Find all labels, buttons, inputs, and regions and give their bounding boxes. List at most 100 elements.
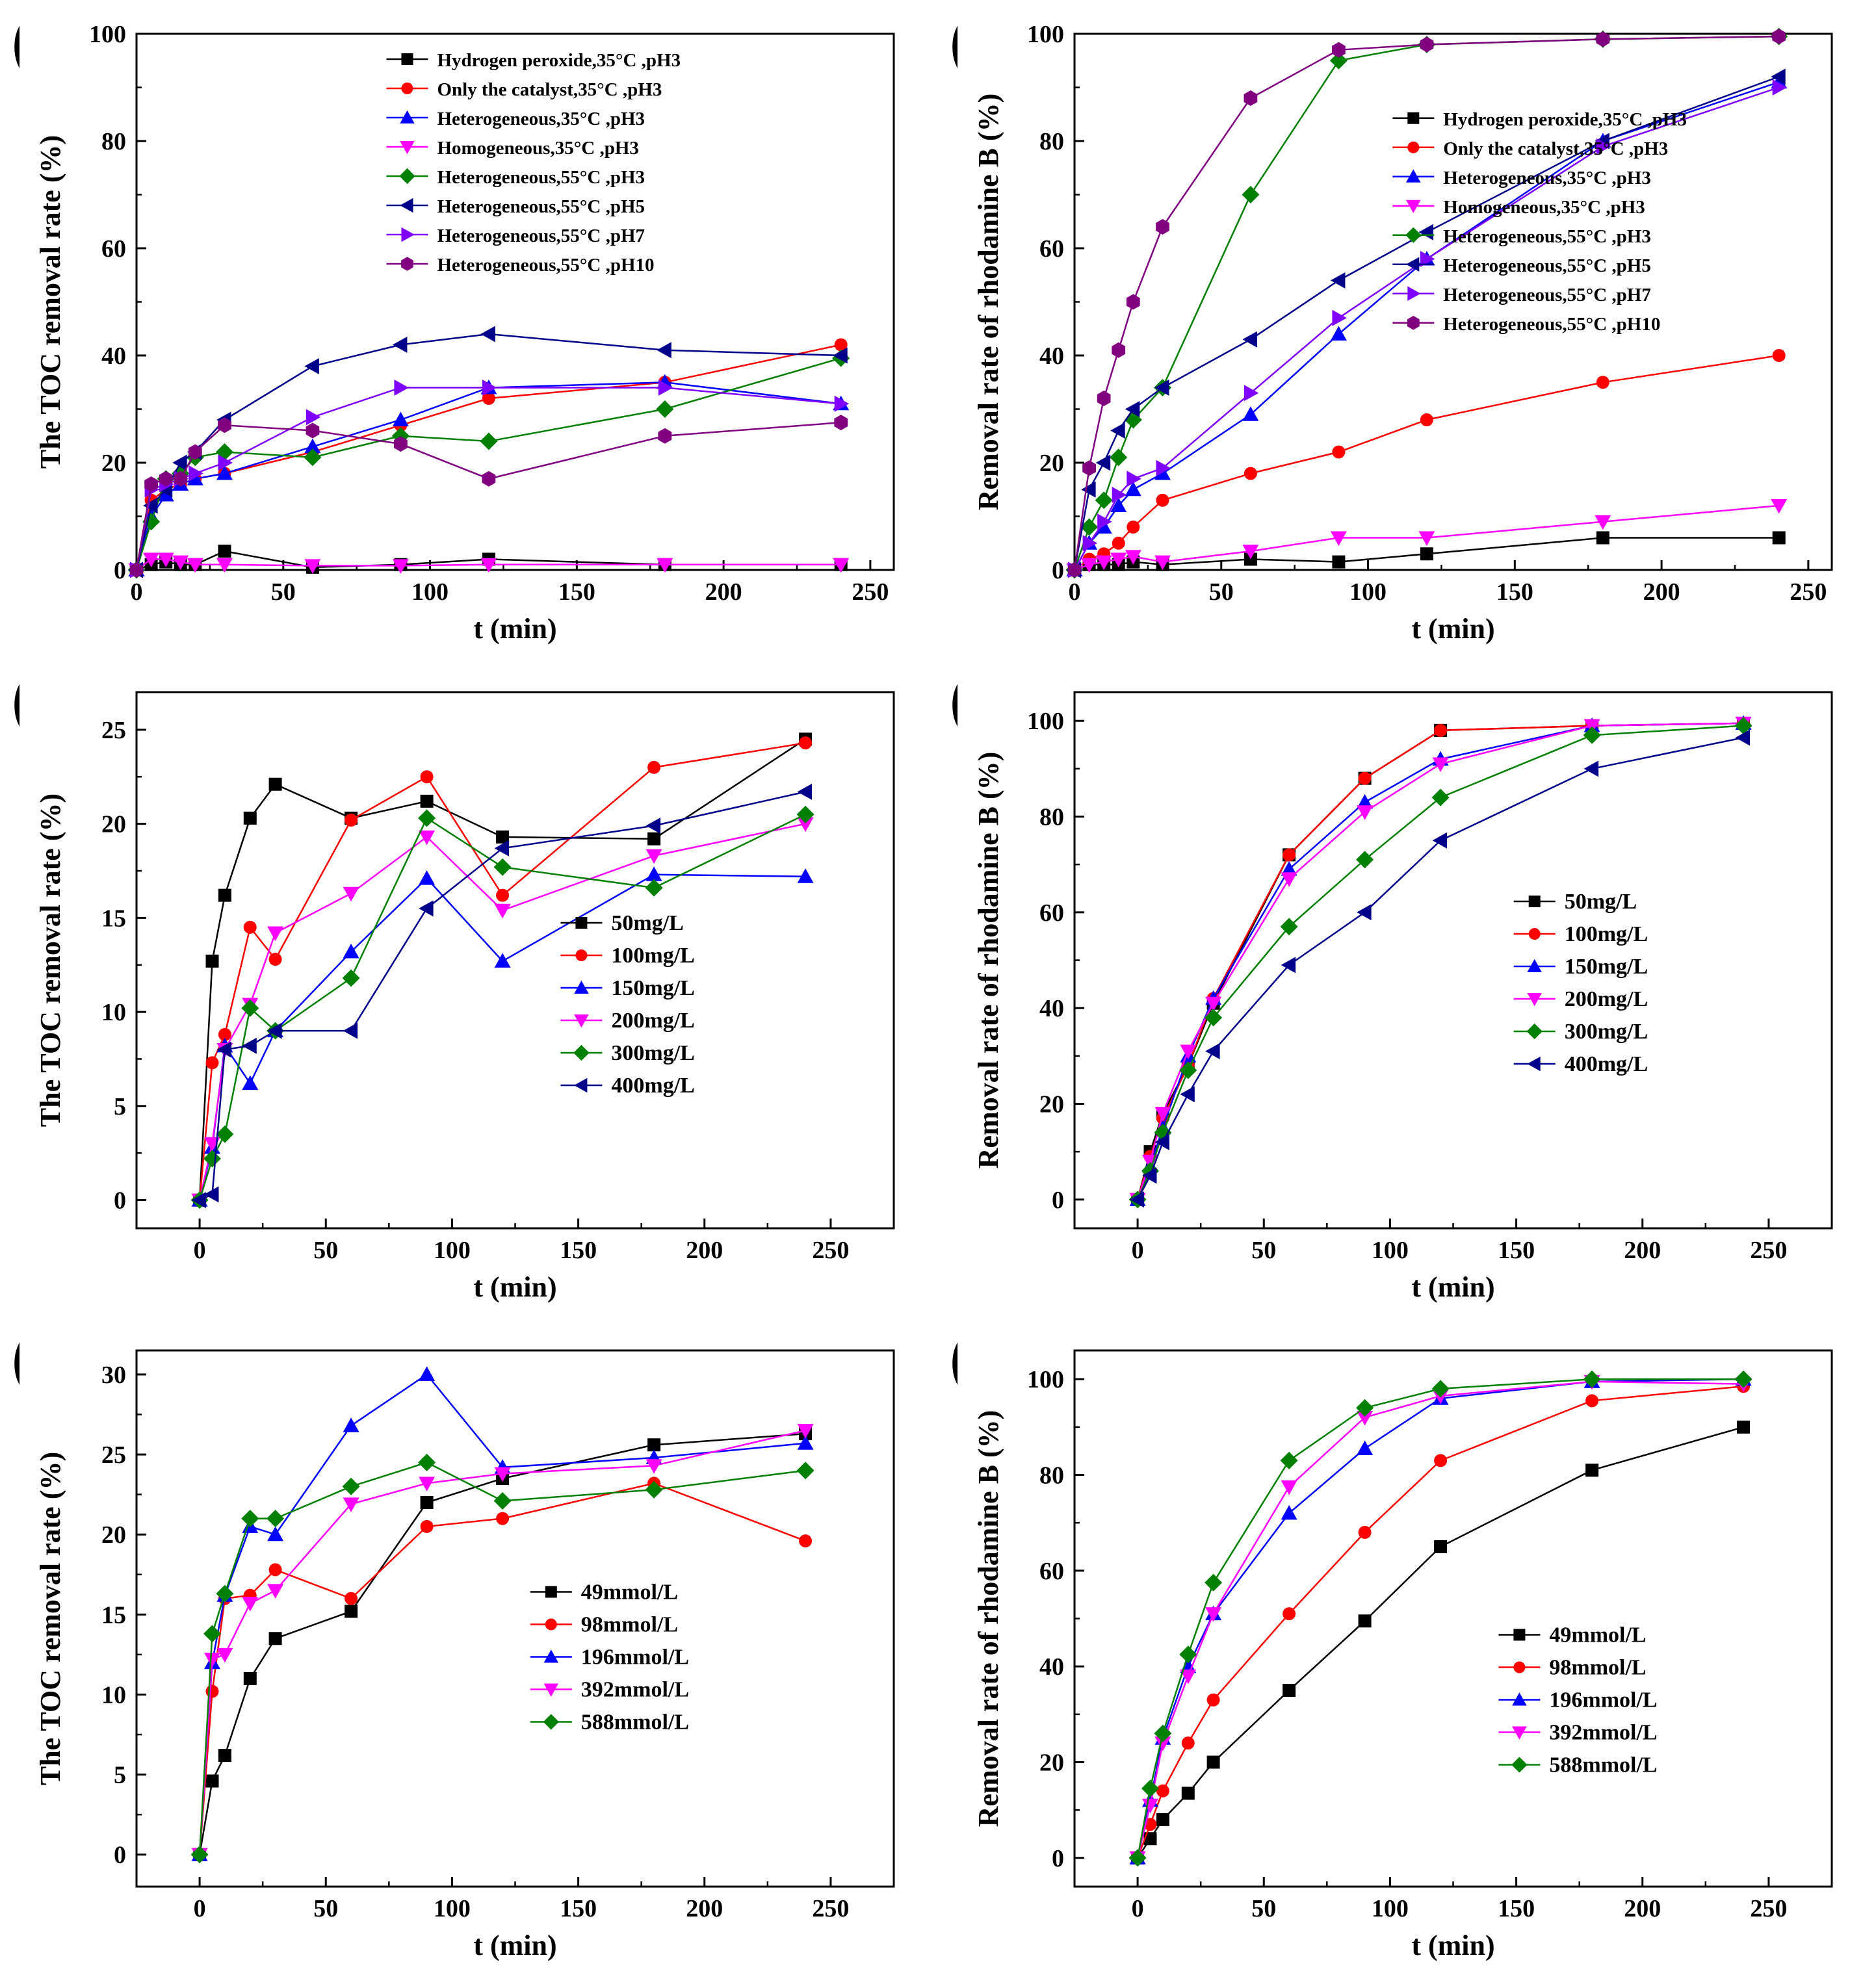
series-line [1136, 736, 1744, 1200]
y-tick-label: 80 [101, 128, 126, 155]
x-tick-label: 150 [1496, 578, 1533, 606]
plot-frame [1073, 691, 1833, 1230]
x-tick-label: 100 [1349, 578, 1387, 606]
y-tick-label: 40 [1039, 995, 1064, 1022]
x-tick-label: 150 [560, 1895, 597, 1922]
legend-label: 50mg/L [1565, 890, 1637, 914]
legend-label: Heterogeneous,55°C ,pH3 [1443, 226, 1651, 247]
x-tick-label: 50 [313, 1237, 338, 1264]
y-axis-label: The TOC removal rate (%) [34, 1452, 66, 1785]
panel-a: (a) 0 50 100 150 200 250 0 20 40 60 80 100 t (min) Th… [0, 0, 938, 658]
legend-label: 98mmol/L [581, 1613, 678, 1637]
series-line [198, 738, 806, 1200]
legend-label: Homogeneous,35°C ,pH3 [1443, 197, 1645, 218]
x-tick-label: 0 [1132, 1237, 1144, 1264]
x-tick-label: 250 [1750, 1237, 1787, 1264]
series-line [1136, 1380, 1744, 1859]
x-tick-label: 250 [852, 578, 889, 606]
series-line [198, 1373, 806, 1855]
legend-label: 200mg/L [611, 1009, 694, 1033]
legend-label: Homogeneous,35°C ,pH3 [437, 138, 638, 159]
y-tick-label: 15 [101, 905, 126, 932]
series-line [1136, 725, 1744, 1200]
y-tick-label: 60 [1039, 899, 1064, 927]
x-tick-label: 150 [1498, 1895, 1535, 1922]
legend-label: Only the catalyst,35°C ,pH3 [437, 79, 662, 100]
legend-label: 200mg/L [1565, 987, 1648, 1011]
series-line [1137, 1426, 1744, 1859]
legend-label: 49mmol/L [1549, 1623, 1646, 1647]
y-tick-label: 60 [1039, 235, 1064, 263]
legend-label: 400mg/L [611, 1074, 694, 1098]
y-tick-label: 80 [1039, 128, 1064, 155]
y-tick-label: 0 [114, 1842, 126, 1869]
y-axis-label: Removal rate of rhodamine B (%) [972, 1410, 1004, 1827]
y-axis-label: Removal rate of rhodamine B (%) [972, 94, 1004, 511]
legend-label: Heterogeneous,55°C ,pH10 [1443, 314, 1660, 335]
legend-label: Heterogeneous,55°C ,pH10 [437, 255, 654, 276]
y-tick-label: 80 [1039, 1462, 1064, 1490]
y-tick-label: 15 [101, 1601, 126, 1629]
x-tick-label: 50 [1251, 1237, 1276, 1264]
series-heterogeneous-55-c-ph10 [129, 415, 848, 578]
panel-d: (d) 0 50 100 150 200 250 0 20 40 60 80 100 t (min) Re… [938, 658, 1876, 1317]
y-tick-label: 30 [101, 1362, 126, 1389]
legend-label: 50mg/L [611, 911, 683, 935]
legend-label: 196mmol/L [581, 1646, 689, 1670]
x-tick-label: 250 [1750, 1895, 1787, 1922]
x-tick-label: 50 [271, 578, 296, 606]
series-line [198, 823, 806, 1200]
x-tick-label: 100 [411, 578, 449, 606]
y-tick-label: 100 [89, 21, 126, 48]
series-line [198, 1462, 806, 1855]
x-tick-label: 150 [558, 578, 595, 606]
x-tick-label: 200 [705, 578, 742, 606]
chart-c-canvas: 0 50 100 150 200 250 0 5 10 15 20 25 t (min) The TOC … [20, 673, 930, 1313]
legend-label: 588mmol/L [1549, 1753, 1657, 1777]
y-tick-label: 40 [1039, 342, 1064, 370]
legend-label: Heterogeneous,55°C ,pH3 [437, 167, 645, 188]
y-tick-label: 20 [1039, 450, 1064, 477]
legend-label: Heterogeneous,55°C ,pH5 [1443, 255, 1651, 276]
y-tick-label: 20 [101, 450, 126, 477]
x-tick-label: 50 [1209, 578, 1234, 606]
legend-label: 98mmol/L [1549, 1656, 1646, 1680]
series-line [198, 814, 806, 1200]
x-tick-label: 50 [1251, 1895, 1276, 1922]
y-tick-label: 60 [101, 235, 126, 263]
legend: 50mg/L 100mg/L 150mg/L 200mg/L 300mg/L 400mg/… [1513, 890, 1648, 1076]
chart-e-canvas: 0 50 100 150 200 250 0 5 10 15 20 25 30 t (min) The TO… [20, 1331, 930, 1971]
y-tick-label: 20 [101, 811, 126, 838]
chart-e: 0 50 100 150 200 250 0 5 10 15 20 25 30 t (min) The TO… [34, 1349, 895, 1961]
series-line [1136, 722, 1744, 1200]
x-tick-label: 150 [560, 1237, 597, 1264]
y-axis-label: Removal rate of rhodamine B (%) [972, 752, 1004, 1169]
legend-label: Hydrogen peroxide,35°C ,pH3 [1443, 109, 1687, 130]
legend-label: 300mg/L [1565, 1020, 1648, 1044]
x-tick-label: 0 [1132, 1895, 1144, 1922]
x-axis-label: t (min) [473, 1271, 556, 1303]
y-tick-label: 10 [101, 999, 126, 1026]
series-line [1136, 1378, 1744, 1859]
legend-label: Heterogeneous,35°C ,pH3 [437, 109, 645, 129]
series-400mg-l [1129, 729, 1751, 1208]
series-line [198, 1429, 806, 1855]
series-homogeneous-35-c-ph3 [128, 552, 850, 578]
series-heterogeneous-55-c-ph10 [1067, 29, 1786, 578]
x-tick-label: 150 [1498, 1237, 1535, 1264]
series-588mmol-l [1128, 1370, 1752, 1867]
y-tick-label: 40 [1039, 1653, 1064, 1681]
y-tick-label: 100 [1027, 1366, 1064, 1393]
y-tick-label: 0 [114, 1187, 126, 1215]
legend: 50mg/L 100mg/L 150mg/L 200mg/L 300mg/L 400mg/… [560, 911, 695, 1098]
legend-label: 150mg/L [611, 976, 694, 1000]
x-tick-label: 200 [1624, 1237, 1661, 1264]
legend-label: 196mmol/L [1549, 1688, 1657, 1712]
x-tick-label: 100 [434, 1895, 471, 1922]
x-tick-label: 50 [313, 1895, 338, 1922]
series-300mg-l [190, 805, 814, 1209]
legend-label: 588mmol/L [581, 1710, 689, 1735]
plot-frame [135, 1349, 895, 1888]
